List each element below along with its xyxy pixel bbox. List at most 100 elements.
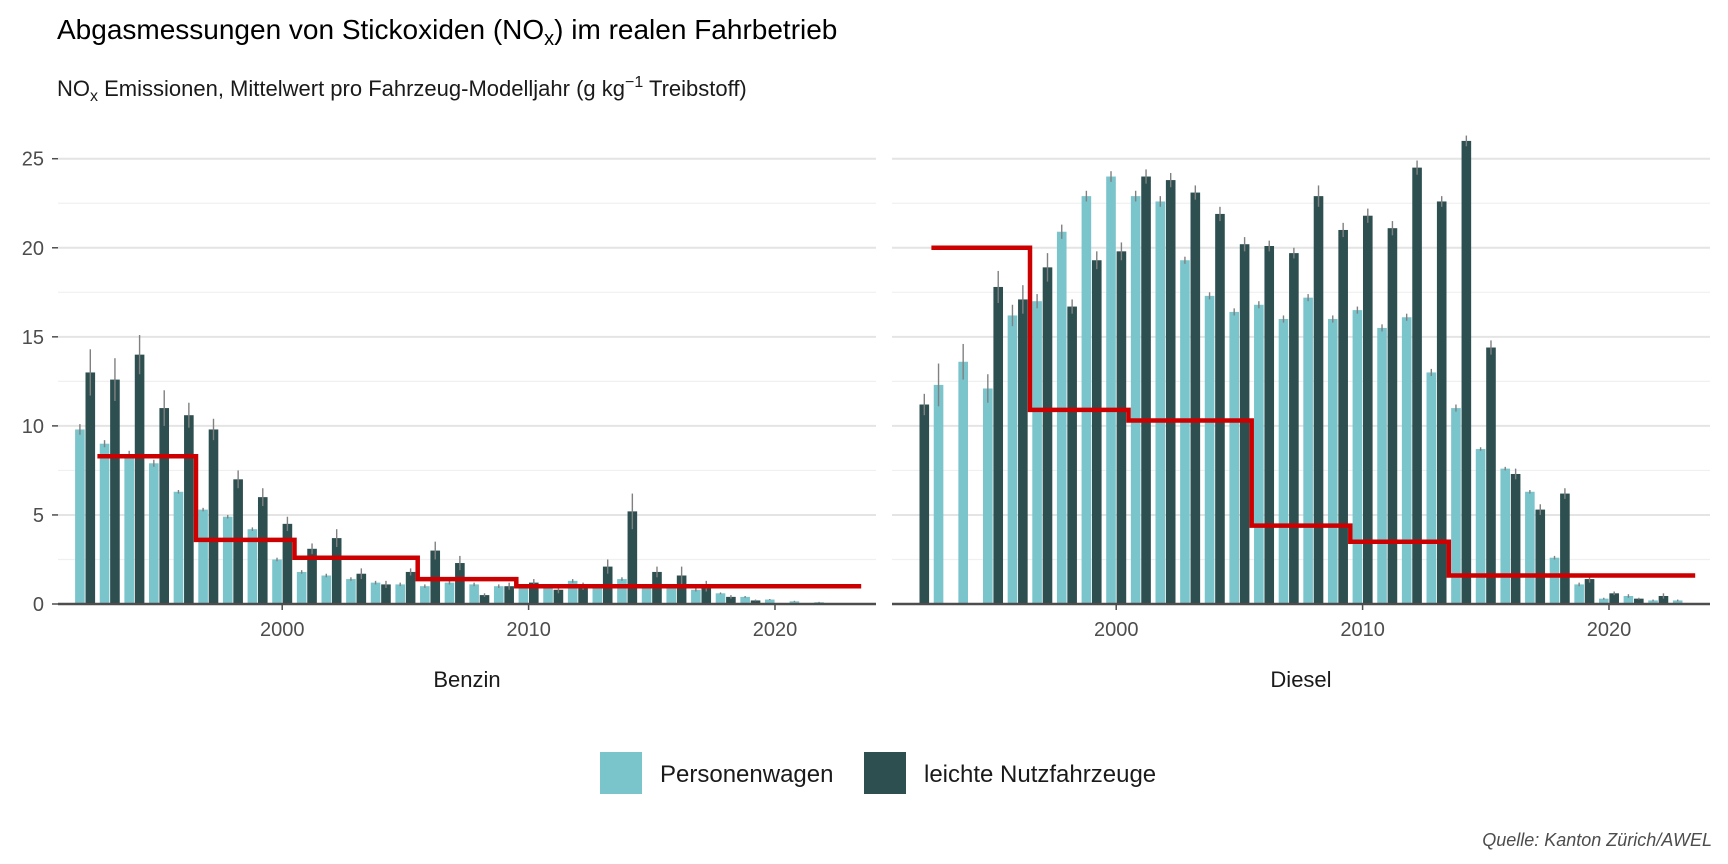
bar-nutzfahrzeuge: [1338, 229, 1348, 604]
bar-personenwagen: [1451, 408, 1461, 604]
bar-nutzfahrzeuge: [184, 415, 194, 604]
bar-personenwagen: [1475, 449, 1486, 604]
bar-nutzfahrzeuge: [1215, 213, 1225, 604]
bar-personenwagen: [1081, 196, 1092, 604]
bar-personenwagen: [222, 516, 233, 604]
bar-personenwagen: [691, 589, 701, 604]
bar-personenwagen: [958, 361, 968, 604]
bar-personenwagen: [149, 463, 159, 604]
bar-nutzfahrzeuge: [134, 354, 145, 604]
bar-nutzfahrzeuge: [750, 600, 761, 604]
limit-step-line: [931, 245, 1696, 578]
bar-nutzfahrzeuge: [1239, 244, 1250, 605]
plot-area: 2000 2010 2020 Benzin 2000 2010 2020 Diesel 0 5 10…: [22, 135, 1710, 692]
bar-nutzfahrzeuge: [356, 573, 367, 604]
bar-nutzfahrzeuge: [1658, 595, 1669, 604]
bar-personenwagen: [469, 584, 479, 604]
bar-nutzfahrzeuge: [1264, 245, 1275, 605]
bar-personenwagen: [444, 582, 455, 604]
bar-personenwagen: [1130, 196, 1141, 604]
x-tick-label: 2020: [753, 619, 798, 641]
bar-personenwagen: [666, 586, 677, 604]
legend-label-nutzfahrzeuge: leichte Nutzfahrzeuge: [924, 761, 1156, 788]
bar-personenwagen: [543, 586, 553, 604]
bar-personenwagen: [1229, 311, 1240, 604]
bar-personenwagen: [789, 601, 800, 604]
bar-personenwagen: [493, 586, 504, 604]
panel-label-benzin: Benzin: [433, 667, 500, 692]
chart-subtitle: NOx Emissionen, Mittelwert pro Fahrzeug-…: [57, 74, 747, 105]
bar-personenwagen: [1574, 584, 1584, 604]
bar-nutzfahrzeuge: [578, 586, 588, 604]
bar-personenwagen: [617, 579, 627, 604]
chart-subtitle-sub: x: [90, 88, 98, 105]
bar-nutzfahrzeuge: [1362, 215, 1373, 605]
chart-subtitle-c: Emissionen, Mittelwert pro Fahrzeug-Mode…: [98, 76, 625, 101]
bar-nutzfahrzeuge: [528, 582, 539, 604]
bar-nutzfahrzeuge: [159, 408, 170, 604]
bar-personenwagen: [641, 586, 652, 604]
bar-personenwagen: [1303, 297, 1313, 604]
bar-personenwagen: [740, 596, 750, 604]
bar-nutzfahrzeuge: [1116, 251, 1127, 604]
y-tick-label: 15: [22, 327, 44, 349]
bar-personenwagen: [272, 559, 282, 604]
y-tick-label: 0: [33, 594, 44, 616]
bar-personenwagen: [983, 388, 993, 604]
bar-nutzfahrzeuge: [1165, 180, 1176, 604]
bar-personenwagen: [518, 586, 529, 604]
bar-nutzfahrzeuge: [208, 429, 219, 604]
bar-personenwagen: [1327, 319, 1338, 604]
bar-personenwagen: [1426, 372, 1437, 604]
legend-label-personenwagen: Personenwagen: [660, 761, 833, 788]
bar-nutzfahrzeuge: [1190, 192, 1201, 605]
bar-nutzfahrzeuge: [1634, 598, 1644, 604]
chart-title-main: Abgasmessungen von Stickoxiden (NO: [57, 14, 544, 45]
bar-nutzfahrzeuge: [1313, 196, 1324, 604]
bar-personenwagen: [1525, 491, 1535, 604]
bar-nutzfahrzeuge: [381, 584, 391, 604]
bar-personenwagen: [1598, 598, 1609, 604]
bar-personenwagen: [370, 582, 381, 604]
bar-nutzfahrzeuge: [1289, 253, 1299, 604]
bar-personenwagen: [715, 593, 726, 604]
y-tick-label: 5: [33, 505, 44, 527]
bar-nutzfahrzeuge: [993, 286, 1004, 604]
bar-nutzfahrzeuge: [1486, 347, 1496, 604]
bar-nutzfahrzeuge: [1560, 493, 1570, 604]
chart-subtitle-a: NO: [57, 76, 90, 101]
legend-key-nutzfahrzeuge: [864, 752, 906, 794]
bar-nutzfahrzeuge: [1067, 306, 1077, 604]
bar-personenwagen: [1007, 315, 1018, 604]
bar-personenwagen: [124, 454, 134, 604]
bar-personenwagen: [321, 575, 332, 604]
bar-personenwagen: [1278, 319, 1289, 604]
bar-personenwagen: [346, 579, 356, 604]
legend: Personenwagen leichte Nutzfahrzeuge: [600, 752, 1156, 794]
y-tick-label: 10: [22, 416, 44, 438]
legend-key-personenwagen: [600, 752, 642, 794]
bar-nutzfahrzeuge: [1042, 267, 1053, 604]
bar-nutzfahrzeuge: [479, 595, 490, 604]
chart-title: Abgasmessungen von Stickoxiden (NOx) im …: [57, 14, 837, 50]
bar-nutzfahrzeuge: [455, 563, 465, 604]
bar-personenwagen: [1377, 327, 1387, 604]
panel-label-diesel: Diesel: [1270, 667, 1331, 692]
bar-personenwagen: [1401, 317, 1412, 604]
bar-personenwagen: [764, 599, 775, 604]
bar-nutzfahrzeuge: [110, 379, 120, 604]
chart-title-subscript: x: [544, 28, 554, 50]
bar-personenwagen: [395, 584, 406, 604]
bar-nutzfahrzeuge: [1091, 260, 1102, 604]
bar-nutzfahrzeuge: [1461, 140, 1472, 605]
limit-step-line: [97, 453, 862, 589]
x-tick-label: 2000: [1094, 619, 1139, 641]
bar-personenwagen: [1155, 201, 1166, 604]
bar-nutzfahrzeuge: [726, 596, 736, 604]
chart-title-end: ) im realen Fahrbetrieb: [554, 14, 837, 45]
x-tick-label: 2010: [1340, 619, 1385, 641]
bar-personenwagen: [1648, 600, 1658, 604]
bar-nutzfahrzeuge: [1609, 593, 1619, 604]
bar-nutzfahrzeuge: [1387, 228, 1398, 604]
